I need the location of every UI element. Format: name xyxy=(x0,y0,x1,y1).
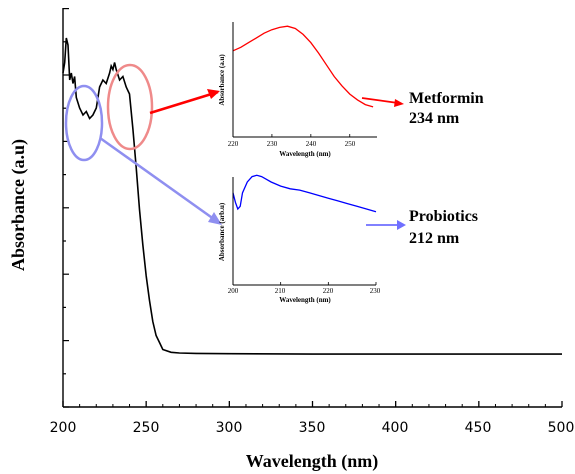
inset-metformin-y-title: Absorbance (a.u) xyxy=(218,54,226,106)
x-tick-label: 350 xyxy=(299,420,326,436)
inset-metformin-ticks xyxy=(232,134,351,137)
inset-probiotics-y-title: Absorbance (arb.u) xyxy=(218,202,226,261)
inset-metformin-x-tick-label: 220 xyxy=(228,140,239,148)
probiotics-connector-head xyxy=(397,220,406,230)
inset-probiotics: 200 210 220 230 Wavelength (nm) Absorban… xyxy=(218,174,381,304)
metformin-arrowhead xyxy=(207,89,220,99)
inset-probiotics-x-tick-label: 210 xyxy=(275,287,286,295)
probiotics-arrow xyxy=(99,136,219,224)
main-x-ticks xyxy=(62,401,563,407)
x-tick-label: 200 xyxy=(50,420,77,436)
probiotics-arrowhead xyxy=(208,212,222,225)
inset-metformin-x-title: Wavelength (nm) xyxy=(279,150,331,158)
x-tick-label: 250 xyxy=(133,420,160,436)
main-series-line xyxy=(62,37,562,355)
probiotics-peak-label: 212 nm xyxy=(409,230,460,247)
main-x-tick-labels: 200 250 300 350 400 450 500 xyxy=(50,420,575,436)
inset-probiotics-x-tick-label: 220 xyxy=(323,287,334,295)
main-y-axis-title: Absorbance (a.u) xyxy=(8,139,29,271)
inset-metformin-x-tick-label: 240 xyxy=(306,140,317,148)
x-tick-label: 450 xyxy=(465,420,492,436)
label-connectors xyxy=(361,97,406,230)
metformin-peak-label: 234 nm xyxy=(409,110,460,127)
inset-probiotics-line xyxy=(232,174,377,213)
metformin-ellipse xyxy=(106,63,154,151)
inset-metformin-x-tick-label: 250 xyxy=(345,140,356,148)
metformin-connector xyxy=(361,97,399,104)
inset-probiotics-ticks xyxy=(232,282,377,285)
inset-metformin-line xyxy=(232,25,374,108)
annotations xyxy=(64,63,222,225)
x-tick-label: 300 xyxy=(216,420,243,436)
metformin-arrow xyxy=(149,90,219,115)
probiotics-ellipse xyxy=(64,84,104,162)
inset-metformin-x-tick-label: 230 xyxy=(267,140,278,148)
x-tick-label: 500 xyxy=(548,420,575,436)
inset-metformin: 220 230 240 250 Wavelength (nm) Absorban… xyxy=(218,22,377,158)
metformin-connector-head xyxy=(394,99,404,107)
inset-probiotics-x-tick-label: 200 xyxy=(228,287,239,295)
main-chart: 200 250 300 350 400 450 500 Wavelength (… xyxy=(8,7,575,472)
inset-probiotics-x-tick-label: 230 xyxy=(370,287,381,295)
probiotics-label: Probiotics xyxy=(409,208,478,225)
main-x-axis-title: Wavelength (nm) xyxy=(246,451,379,472)
x-tick-label: 400 xyxy=(382,420,409,436)
metformin-label: Metformin xyxy=(409,90,484,107)
inset-probiotics-x-title: Wavelength (nm) xyxy=(279,296,331,304)
